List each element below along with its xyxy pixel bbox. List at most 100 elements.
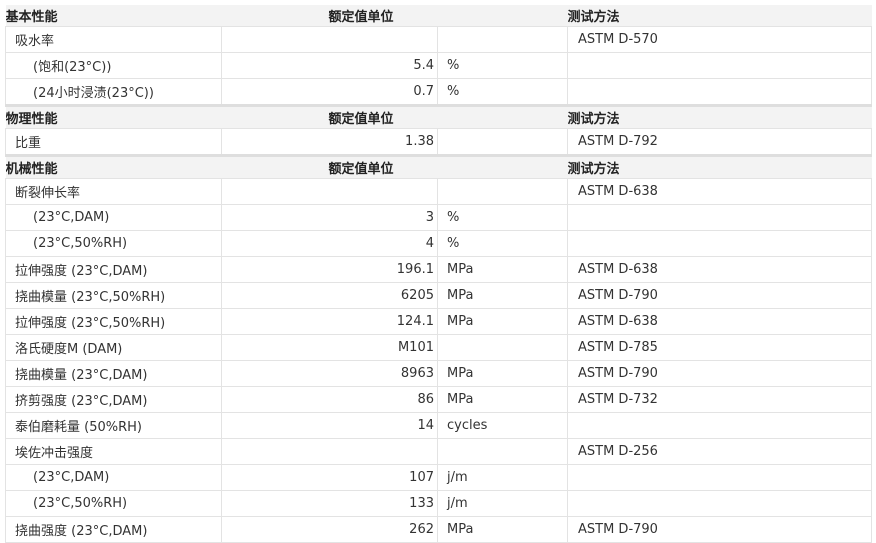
property-unit xyxy=(437,178,568,205)
test-method xyxy=(567,230,872,257)
property-value: 1.38 xyxy=(221,128,438,156)
property-unit: j/m xyxy=(437,490,568,517)
property-name: (23°C,DAM) xyxy=(5,464,222,491)
property-value: 4 xyxy=(221,230,438,257)
property-unit: % xyxy=(437,78,568,106)
property-name: 拉伸强度 (23°C,50%RH) xyxy=(5,308,222,335)
table-row: 挤剪强度 (23°C,DAM) 86 MPa ASTM D-732 xyxy=(5,386,872,413)
section-title: 物理性能 xyxy=(5,104,222,129)
property-name: 洛氏硬度M (DAM) xyxy=(5,334,222,361)
property-name: (24小时浸渍(23°C)) xyxy=(5,78,222,106)
section-title: 机械性能 xyxy=(5,154,222,179)
test-method: ASTM D-790 xyxy=(567,360,872,387)
property-name: 埃佐冲击强度 xyxy=(5,438,222,465)
property-value: 14 xyxy=(221,412,438,439)
table-row: (24小时浸渍(23°C)) 0.7 % xyxy=(5,78,872,106)
property-value: 8963 xyxy=(221,360,438,387)
property-unit: MPa xyxy=(437,516,568,543)
section-header: 基本性能 额定值单位 测试方法 xyxy=(5,5,872,27)
property-value: 3 xyxy=(221,204,438,231)
table-row: (23°C,50%RH) 4 % xyxy=(5,230,872,257)
table-row: 挠曲强度 (23°C,DAM) 262 MPa ASTM D-790 xyxy=(5,516,872,543)
property-name: 吸水率 xyxy=(5,26,222,53)
property-value: 262 xyxy=(221,516,438,543)
test-method xyxy=(567,204,872,231)
property-name: 拉伸强度 (23°C,DAM) xyxy=(5,256,222,283)
table-row: 比重 1.38 ASTM D-792 xyxy=(5,128,872,156)
property-value: M101 xyxy=(221,334,438,361)
test-method xyxy=(567,412,872,439)
property-unit: cycles xyxy=(437,412,568,439)
property-name: 挠曲模量 (23°C,50%RH) xyxy=(5,282,222,309)
value-unit-header: 额定值单位 xyxy=(328,10,394,25)
property-value xyxy=(221,26,438,53)
property-unit: MPa xyxy=(437,386,568,413)
property-value xyxy=(221,438,438,465)
value-unit-header: 额定值单位 xyxy=(328,112,394,127)
property-name: 挠曲强度 (23°C,DAM) xyxy=(5,516,222,543)
table-row: 挠曲模量 (23°C,50%RH) 6205 MPa ASTM D-790 xyxy=(5,282,872,309)
test-method: ASTM D-785 xyxy=(567,334,872,361)
table-row: 拉伸强度 (23°C,DAM) 196.1 MPa ASTM D-638 xyxy=(5,256,872,283)
property-name: (饱和(23°C)) xyxy=(5,52,222,79)
test-method: ASTM D-570 xyxy=(567,26,872,53)
table-row: 泰伯磨耗量 (50%RH) 14 cycles xyxy=(5,412,872,439)
property-name: (23°C,50%RH) xyxy=(5,490,222,517)
table-row: (饱和(23°C)) 5.4 % xyxy=(5,52,872,79)
property-name: 断裂伸长率 xyxy=(5,178,222,205)
property-unit: MPa xyxy=(437,308,568,335)
property-value xyxy=(221,178,438,205)
test-method: ASTM D-732 xyxy=(567,386,872,413)
property-unit: MPa xyxy=(437,256,568,283)
table-row: 埃佐冲击强度 ASTM D-256 xyxy=(5,438,872,465)
property-value: 107 xyxy=(221,464,438,491)
property-value: 196.1 xyxy=(221,256,438,283)
property-unit: j/m xyxy=(437,464,568,491)
property-value: 133 xyxy=(221,490,438,517)
value-unit-header: 额定值单位 xyxy=(328,162,394,177)
property-unit: % xyxy=(437,204,568,231)
test-method xyxy=(567,464,872,491)
property-name: 泰伯磨耗量 (50%RH) xyxy=(5,412,222,439)
test-method xyxy=(567,490,872,517)
table-row: (23°C,DAM) 107 j/m xyxy=(5,464,872,491)
test-method xyxy=(567,52,872,79)
test-method: ASTM D-792 xyxy=(567,128,872,156)
property-unit: % xyxy=(437,230,568,257)
table-row: 吸水率 ASTM D-570 xyxy=(5,26,872,53)
test-method: ASTM D-638 xyxy=(567,256,872,283)
test-method: ASTM D-256 xyxy=(567,438,872,465)
property-unit xyxy=(437,334,568,361)
method-header: 测试方法 xyxy=(567,104,872,129)
property-unit: MPa xyxy=(437,360,568,387)
table-row: (23°C,DAM) 3 % xyxy=(5,204,872,231)
test-method: ASTM D-790 xyxy=(567,516,872,543)
property-value: 86 xyxy=(221,386,438,413)
property-value: 0.7 xyxy=(221,78,438,106)
table-row: 洛氏硬度M (DAM) M101 ASTM D-785 xyxy=(5,334,872,361)
property-unit xyxy=(437,26,568,53)
test-method: ASTM D-790 xyxy=(567,282,872,309)
test-method xyxy=(567,78,872,106)
property-value: 6205 xyxy=(221,282,438,309)
table-row: 断裂伸长率 ASTM D-638 xyxy=(5,178,872,205)
property-name: 挠曲模量 (23°C,DAM) xyxy=(5,360,222,387)
property-name: 比重 xyxy=(5,128,222,156)
property-value: 5.4 xyxy=(221,52,438,79)
section-title: 基本性能 xyxy=(5,5,222,27)
test-method: ASTM D-638 xyxy=(567,308,872,335)
method-header: 测试方法 xyxy=(567,154,872,179)
property-name: (23°C,DAM) xyxy=(5,204,222,231)
property-unit: MPa xyxy=(437,282,568,309)
section-header: 物理性能 额定值单位 测试方法 xyxy=(5,104,872,129)
property-name: (23°C,50%RH) xyxy=(5,230,222,257)
properties-table: 基本性能 额定值单位 测试方法 吸水率 ASTM D-570 (饱和(23°C)) … xyxy=(5,5,872,543)
property-unit xyxy=(437,438,568,465)
table-row: 挠曲模量 (23°C,DAM) 8963 MPa ASTM D-790 xyxy=(5,360,872,387)
property-name: 挤剪强度 (23°C,DAM) xyxy=(5,386,222,413)
property-value: 124.1 xyxy=(221,308,438,335)
method-header: 测试方法 xyxy=(567,5,872,27)
section-header: 机械性能 额定值单位 测试方法 xyxy=(5,154,872,179)
table-row: 拉伸强度 (23°C,50%RH) 124.1 MPa ASTM D-638 xyxy=(5,308,872,335)
table-row: (23°C,50%RH) 133 j/m xyxy=(5,490,872,517)
